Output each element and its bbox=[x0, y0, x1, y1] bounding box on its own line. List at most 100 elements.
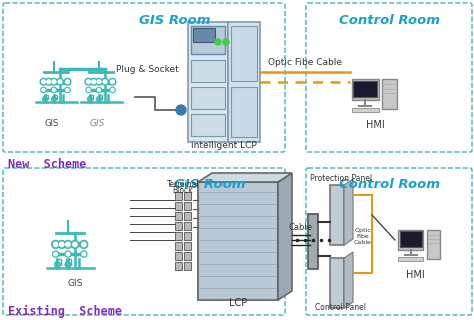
Text: intelligent LCP: intelligent LCP bbox=[191, 141, 257, 150]
Text: Control Room: Control Room bbox=[339, 14, 440, 27]
Circle shape bbox=[96, 78, 102, 85]
Polygon shape bbox=[344, 252, 353, 308]
Circle shape bbox=[111, 89, 114, 92]
Circle shape bbox=[110, 80, 114, 84]
Circle shape bbox=[66, 242, 70, 247]
Circle shape bbox=[42, 89, 45, 92]
FancyBboxPatch shape bbox=[354, 81, 377, 97]
FancyBboxPatch shape bbox=[53, 94, 57, 99]
Text: HMI: HMI bbox=[365, 120, 384, 130]
Circle shape bbox=[53, 89, 55, 92]
FancyBboxPatch shape bbox=[398, 257, 423, 261]
FancyBboxPatch shape bbox=[175, 232, 182, 240]
Circle shape bbox=[85, 78, 92, 85]
FancyBboxPatch shape bbox=[175, 202, 182, 210]
FancyBboxPatch shape bbox=[308, 214, 318, 269]
Circle shape bbox=[91, 78, 97, 85]
Text: Existing  Scheme: Existing Scheme bbox=[8, 305, 122, 318]
FancyBboxPatch shape bbox=[330, 258, 344, 308]
Circle shape bbox=[73, 242, 77, 247]
FancyBboxPatch shape bbox=[184, 202, 191, 210]
Circle shape bbox=[80, 240, 88, 248]
Text: HMI: HMI bbox=[406, 270, 424, 280]
FancyBboxPatch shape bbox=[427, 230, 440, 259]
FancyBboxPatch shape bbox=[98, 94, 102, 99]
Text: Optic Fibe Cable: Optic Fibe Cable bbox=[268, 58, 342, 67]
FancyBboxPatch shape bbox=[193, 28, 215, 42]
Text: Protection Panel: Protection Panel bbox=[310, 174, 372, 183]
FancyBboxPatch shape bbox=[175, 242, 182, 250]
Circle shape bbox=[53, 251, 59, 257]
FancyBboxPatch shape bbox=[175, 222, 182, 230]
Circle shape bbox=[71, 240, 79, 248]
FancyBboxPatch shape bbox=[352, 108, 379, 112]
Circle shape bbox=[46, 78, 52, 85]
FancyBboxPatch shape bbox=[188, 22, 228, 142]
Circle shape bbox=[223, 39, 229, 45]
Circle shape bbox=[109, 78, 116, 85]
FancyBboxPatch shape bbox=[175, 262, 182, 270]
Text: Optic
Fibe
Cable: Optic Fibe Cable bbox=[354, 228, 372, 244]
Text: LCP: LCP bbox=[229, 298, 247, 308]
Circle shape bbox=[65, 251, 71, 257]
Circle shape bbox=[176, 105, 186, 115]
Circle shape bbox=[86, 87, 91, 92]
FancyBboxPatch shape bbox=[400, 231, 422, 247]
FancyBboxPatch shape bbox=[184, 192, 191, 200]
Circle shape bbox=[51, 78, 57, 85]
Circle shape bbox=[58, 240, 66, 248]
FancyBboxPatch shape bbox=[398, 230, 423, 250]
Text: Block: Block bbox=[173, 186, 193, 195]
FancyBboxPatch shape bbox=[198, 182, 278, 300]
FancyBboxPatch shape bbox=[175, 252, 182, 260]
FancyBboxPatch shape bbox=[184, 222, 191, 230]
Circle shape bbox=[110, 87, 115, 92]
FancyBboxPatch shape bbox=[184, 262, 191, 270]
FancyBboxPatch shape bbox=[44, 94, 48, 99]
Circle shape bbox=[51, 87, 56, 92]
FancyBboxPatch shape bbox=[228, 22, 260, 142]
Circle shape bbox=[58, 80, 62, 84]
FancyBboxPatch shape bbox=[191, 114, 225, 136]
Circle shape bbox=[87, 80, 91, 84]
FancyBboxPatch shape bbox=[184, 242, 191, 250]
Circle shape bbox=[40, 78, 47, 85]
Circle shape bbox=[82, 242, 86, 247]
Circle shape bbox=[42, 80, 46, 84]
Circle shape bbox=[82, 252, 86, 256]
FancyBboxPatch shape bbox=[55, 259, 61, 265]
Circle shape bbox=[97, 80, 101, 84]
FancyBboxPatch shape bbox=[352, 79, 379, 100]
Text: Control Panel: Control Panel bbox=[316, 303, 366, 312]
Circle shape bbox=[47, 80, 51, 84]
Text: GIS: GIS bbox=[45, 119, 59, 128]
Circle shape bbox=[65, 80, 69, 84]
Circle shape bbox=[81, 251, 87, 257]
FancyBboxPatch shape bbox=[382, 79, 397, 109]
FancyBboxPatch shape bbox=[184, 232, 191, 240]
Circle shape bbox=[96, 87, 101, 92]
FancyBboxPatch shape bbox=[175, 212, 182, 220]
FancyBboxPatch shape bbox=[191, 87, 225, 109]
Circle shape bbox=[52, 80, 56, 84]
FancyBboxPatch shape bbox=[175, 192, 182, 200]
Text: GIS Room: GIS Room bbox=[174, 178, 246, 191]
Text: GIS Room: GIS Room bbox=[139, 14, 211, 27]
Circle shape bbox=[66, 252, 70, 256]
Circle shape bbox=[215, 39, 221, 45]
Circle shape bbox=[54, 252, 57, 256]
FancyBboxPatch shape bbox=[330, 185, 344, 245]
Circle shape bbox=[41, 87, 46, 92]
Circle shape bbox=[52, 240, 60, 248]
Text: Cable: Cable bbox=[289, 223, 313, 232]
Text: Terminal: Terminal bbox=[167, 180, 199, 189]
Circle shape bbox=[87, 89, 90, 92]
Polygon shape bbox=[344, 179, 353, 245]
Text: GIS: GIS bbox=[89, 119, 105, 128]
Circle shape bbox=[65, 87, 70, 92]
Circle shape bbox=[64, 240, 72, 248]
Polygon shape bbox=[278, 173, 292, 300]
Circle shape bbox=[66, 89, 69, 92]
FancyBboxPatch shape bbox=[191, 60, 225, 82]
FancyBboxPatch shape bbox=[191, 26, 225, 54]
